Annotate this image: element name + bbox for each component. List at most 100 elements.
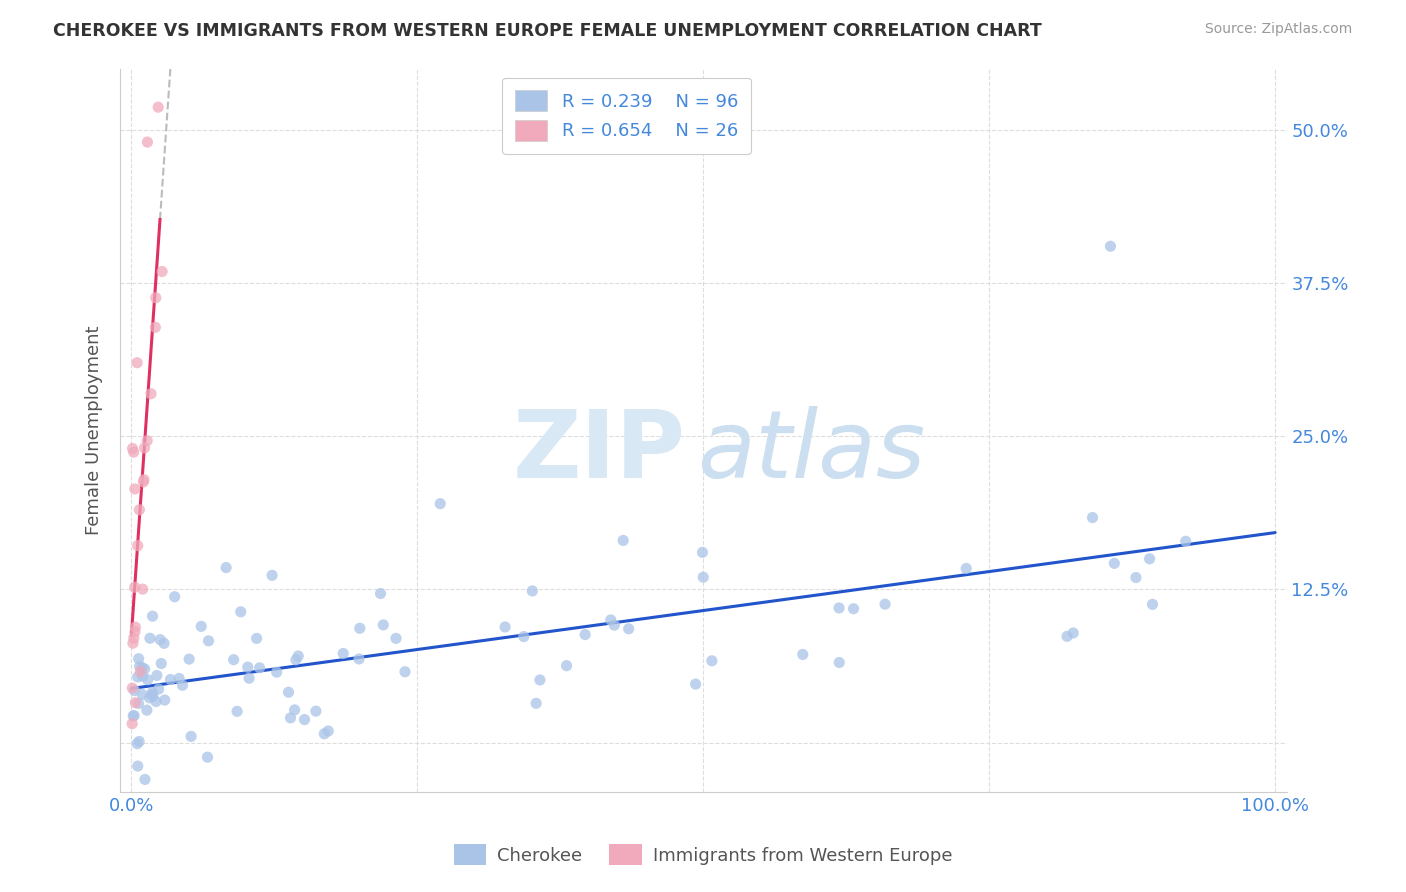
Point (128, 503, 150, 517)
Point (197, 633, 219, 648)
Point (180, 730, 202, 744)
Point (163, 590, 186, 604)
Point (124, 580, 146, 594)
Text: atlas: atlas (697, 406, 925, 498)
Point (127, 670, 149, 684)
Point (246, 632, 269, 646)
Point (828, 601, 851, 615)
Point (238, 671, 260, 685)
Point (349, 621, 371, 635)
Point (873, 597, 896, 611)
Point (574, 627, 596, 641)
Point (121, 681, 143, 695)
Point (617, 622, 640, 636)
Point (685, 677, 707, 691)
Point (131, 582, 153, 596)
Point (524, 696, 547, 710)
Point (153, 693, 176, 707)
Point (143, 320, 166, 334)
Point (494, 620, 516, 634)
Point (226, 704, 249, 718)
Point (284, 653, 307, 667)
Point (280, 711, 302, 725)
Point (139, 632, 162, 646)
Point (131, 669, 153, 683)
Point (124, 482, 146, 496)
Point (150, 264, 173, 278)
Point (122, 708, 145, 723)
Point (1056, 629, 1078, 643)
Point (692, 570, 714, 584)
Point (555, 658, 578, 673)
Point (599, 613, 621, 627)
Point (136, 135, 159, 149)
Point (128, 697, 150, 711)
Point (141, 609, 163, 624)
Point (190, 619, 212, 633)
Point (373, 618, 395, 632)
Point (128, 652, 150, 666)
Point (277, 685, 299, 699)
Point (522, 583, 544, 598)
Point (121, 442, 143, 456)
Point (370, 586, 392, 600)
Point (127, 759, 149, 773)
Point (145, 291, 167, 305)
Point (1062, 626, 1084, 640)
Point (127, 539, 149, 553)
Point (122, 709, 145, 723)
Point (145, 694, 167, 708)
Point (955, 561, 977, 575)
Point (124, 683, 146, 698)
Point (124, 624, 146, 639)
Point (179, 652, 201, 666)
Legend: Cherokee, Immigrants from Western Europe: Cherokee, Immigrants from Western Europe (447, 837, 959, 872)
Point (122, 636, 145, 650)
Point (141, 687, 163, 701)
Point (429, 497, 451, 511)
Point (197, 750, 219, 764)
Point (1099, 239, 1122, 253)
Point (122, 445, 145, 459)
Point (124, 696, 146, 710)
Point (131, 661, 153, 675)
Point (828, 656, 851, 670)
Point (139, 386, 162, 401)
Point (1139, 551, 1161, 566)
Point (347, 652, 370, 666)
Point (1142, 598, 1164, 612)
Point (146, 668, 169, 682)
Point (136, 673, 159, 687)
Point (149, 632, 172, 647)
Point (141, 685, 163, 699)
Point (148, 100, 170, 114)
Point (284, 703, 307, 717)
Point (692, 545, 714, 559)
Point (136, 434, 159, 448)
Point (294, 713, 316, 727)
Text: Source: ZipAtlas.com: Source: ZipAtlas.com (1205, 22, 1353, 37)
Point (1174, 534, 1197, 549)
Point (1125, 570, 1147, 584)
Point (132, 473, 155, 487)
Point (134, 772, 156, 787)
Point (394, 665, 416, 679)
Point (135, 703, 157, 717)
Point (127, 737, 149, 751)
Point (153, 636, 176, 650)
Point (385, 632, 408, 646)
Point (1104, 557, 1126, 571)
Point (134, 662, 156, 676)
Legend: R = 0.239    N = 96, R = 0.654    N = 26: R = 0.239 N = 96, R = 0.654 N = 26 (502, 78, 751, 153)
Point (1081, 510, 1104, 524)
Point (172, 678, 194, 692)
Text: CHEROKEE VS IMMIGRANTS FROM WESTERN EUROPE FEMALE UNEMPLOYMENT CORRELATION CHART: CHEROKEE VS IMMIGRANTS FROM WESTERN EURO… (53, 22, 1042, 40)
Point (128, 734, 150, 748)
Point (262, 568, 284, 582)
Point (513, 630, 536, 644)
Point (314, 727, 336, 741)
Point (129, 665, 152, 679)
Point (266, 665, 288, 680)
Point (132, 475, 155, 489)
Point (305, 704, 328, 718)
